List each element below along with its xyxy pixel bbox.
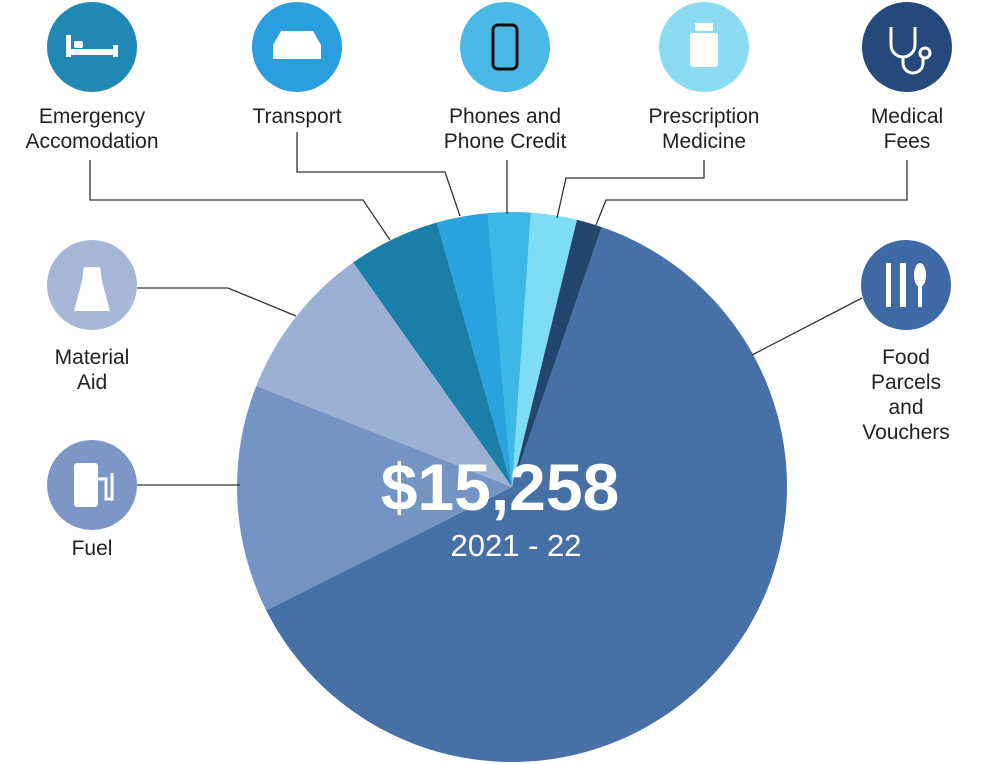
category-icon	[47, 240, 137, 330]
leader-line	[751, 297, 863, 356]
leader-line	[595, 160, 908, 226]
pie-slice	[353, 222, 512, 487]
pie-slice	[512, 212, 577, 487]
category-icon	[862, 2, 952, 92]
pie-slice	[256, 262, 512, 487]
icon-glyph	[889, 27, 925, 75]
icon-glyph	[886, 263, 891, 307]
icon-glyph	[74, 463, 98, 507]
category-icon	[659, 2, 749, 92]
icon-glyph	[918, 46, 932, 60]
category-label: Phones and Phone Credit	[443, 105, 567, 153]
category-label: Food Parcels and Vouchers	[862, 346, 950, 444]
category-icon	[252, 2, 342, 92]
category-icon	[460, 2, 550, 92]
icon-glyph	[98, 473, 114, 501]
category-label: Emergency Accomodation	[25, 105, 159, 153]
icon-glyph	[914, 263, 926, 287]
leader-line	[556, 160, 705, 219]
category-icon	[861, 240, 951, 330]
icon-glyph	[690, 33, 718, 67]
icon-glyph	[74, 41, 83, 48]
icon-glyph	[918, 285, 922, 307]
pie-slice	[266, 227, 787, 762]
icon-glyph	[695, 23, 713, 31]
pie-slice	[237, 385, 512, 611]
category-label: Material Aid	[54, 346, 130, 394]
pie-slice	[487, 211, 531, 487]
leader-line	[137, 287, 297, 317]
icon-glyph	[113, 45, 118, 57]
pie-slice	[436, 213, 512, 487]
icon-glyph	[66, 35, 71, 57]
leader-line	[296, 132, 461, 217]
icon-glyph	[71, 49, 113, 55]
icon-glyph	[900, 263, 906, 307]
total-amount: $15,258	[381, 450, 620, 524]
icon-circle	[862, 2, 952, 92]
icon-glyph	[74, 267, 110, 311]
category-label: Fuel	[71, 537, 113, 560]
icon-glyph	[273, 31, 321, 59]
category-icon	[47, 2, 137, 92]
leader-line	[89, 160, 391, 241]
category-label: Transport	[252, 105, 342, 128]
icon-circle	[460, 2, 550, 92]
pie-slice	[512, 219, 602, 487]
category-label: Medical Fees	[870, 105, 944, 153]
icon-glyph	[491, 23, 519, 71]
category-label: Prescription Medicine	[648, 105, 760, 153]
icon-circle	[47, 2, 137, 92]
category-icon	[47, 440, 137, 530]
period: 2021 - 22	[451, 528, 582, 563]
